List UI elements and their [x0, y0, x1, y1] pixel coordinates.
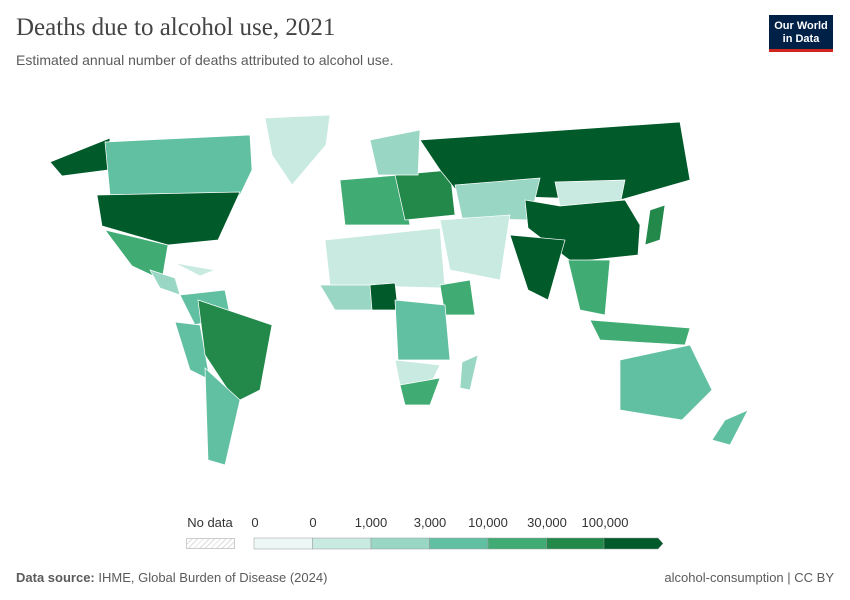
legend: No data 0 0 1,000 3,000 10,000 30,000 10…	[0, 515, 850, 555]
owid-logo[interactable]: Our World in Data	[769, 15, 833, 52]
country-southeast-asia[interactable]	[567, 259, 611, 316]
country-western-europe[interactable]	[339, 174, 411, 226]
country-middle-east[interactable]	[439, 214, 511, 281]
legend-bin-0[interactable]	[253, 537, 313, 550]
country-central-africa[interactable]	[394, 299, 451, 361]
world-map[interactable]	[0, 100, 850, 500]
country-central-america[interactable]	[149, 269, 181, 296]
country-argentina-chile[interactable]	[204, 367, 241, 466]
country-nigeria[interactable]	[369, 282, 399, 311]
country-australia[interactable]	[619, 344, 713, 421]
country-eastern-europe[interactable]	[394, 169, 456, 221]
legend-color-bar	[253, 537, 664, 550]
country-greenland[interactable]	[264, 114, 331, 186]
legend-no-data-label: No data	[187, 515, 233, 530]
country-madagascar[interactable]	[459, 354, 479, 391]
data-source: Data source: IHME, Global Burden of Dise…	[16, 570, 327, 585]
source-text[interactable]: IHME, Global Burden of Disease (2024)	[98, 570, 328, 585]
country-usa[interactable]	[96, 191, 241, 246]
country-canada[interactable]	[104, 134, 253, 201]
legend-tick: 100,000	[581, 515, 629, 530]
legend-bin-4[interactable]	[487, 537, 547, 550]
source-label: Data source:	[16, 570, 95, 585]
country-brazil[interactable]	[197, 299, 273, 403]
legend-tick: 1,000	[354, 515, 388, 530]
license[interactable]: alcohol-consumption | CC BY	[664, 570, 834, 585]
logo-line1: Our World	[774, 20, 828, 32]
legend-bin-2[interactable]	[370, 537, 430, 550]
legend-no-data-swatch	[186, 538, 235, 549]
country-new-zealand[interactable]	[711, 409, 749, 446]
legend-tick: 30,000	[527, 515, 567, 530]
legend-bin-3[interactable]	[429, 537, 489, 550]
logo-line2: in Data	[782, 33, 820, 45]
country-alaska[interactable]	[49, 137, 111, 177]
legend-tick: 10,000	[468, 515, 508, 530]
chart-subtitle: Estimated annual number of deaths attrib…	[16, 52, 394, 68]
country-indonesia[interactable]	[589, 319, 691, 346]
country-india[interactable]	[509, 234, 566, 301]
legend-bin-5[interactable]	[546, 537, 606, 550]
chart-title: Deaths due to alcohol use, 2021	[16, 14, 336, 41]
country-caribbean[interactable]	[174, 262, 217, 277]
country-japan[interactable]	[644, 204, 666, 246]
legend-tick: 3,000	[413, 515, 447, 530]
country-scandinavia[interactable]	[369, 129, 421, 176]
legend-tick: 0	[251, 515, 259, 530]
legend-tick: 0	[309, 515, 317, 530]
country-south-africa[interactable]	[399, 377, 441, 406]
legend-bin-6[interactable]	[603, 537, 664, 550]
country-north-africa[interactable]	[324, 227, 446, 289]
legend-bin-1[interactable]	[312, 537, 372, 550]
